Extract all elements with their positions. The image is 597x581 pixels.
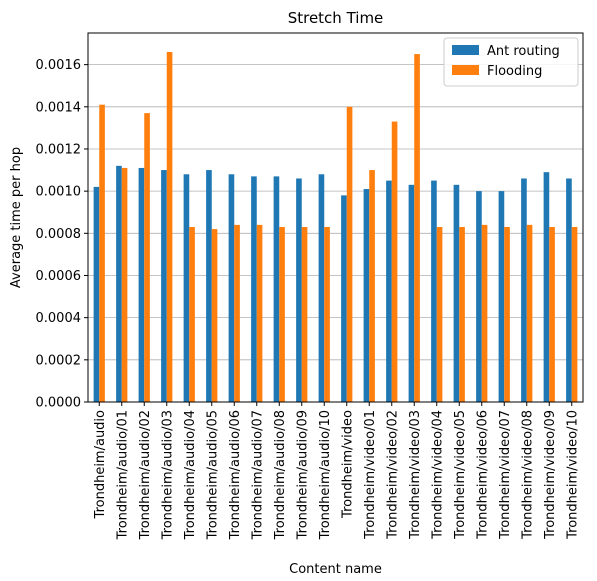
bar-ant-routing bbox=[296, 178, 302, 402]
y-tick-label: 0.0008 bbox=[36, 227, 82, 242]
x-tick-label: Trondheim/video/02 bbox=[385, 410, 400, 540]
bar-ant-routing bbox=[318, 174, 325, 402]
bar-ant-routing bbox=[206, 170, 212, 402]
bar-flooding bbox=[436, 226, 443, 402]
y-tick-label: 0.0010 bbox=[36, 185, 82, 200]
x-tick-label: Trondheim/video/10 bbox=[565, 410, 580, 540]
y-tick-label: 0.0012 bbox=[36, 142, 82, 157]
x-tick-label: Trondheim/video/09 bbox=[543, 410, 558, 540]
legend-label: Ant routing bbox=[487, 44, 560, 59]
bar-flooding bbox=[324, 226, 330, 402]
x-tick-label: Trondheim/audio bbox=[93, 410, 108, 519]
x-tick-label: Trondheim/audio/02 bbox=[138, 410, 153, 540]
x-tick-label: Trondheim/audio/05 bbox=[205, 410, 220, 540]
chart-title: Stretch Time bbox=[288, 9, 384, 27]
x-axis-ticks: Trondheim/audio Trondheim/audio/01 Trondhe… bbox=[93, 402, 580, 540]
y-tick-label: 0.0014 bbox=[36, 100, 82, 115]
y-axis-label: Average time per hop bbox=[9, 147, 24, 288]
bar-flooding bbox=[166, 51, 173, 402]
bar-ant-routing bbox=[251, 176, 257, 402]
bar-flooding bbox=[144, 113, 150, 402]
x-tick-label: Trondheim/video/04 bbox=[430, 410, 445, 540]
x-tick-label: Trondheim/video/01 bbox=[363, 410, 378, 540]
bar-flooding bbox=[504, 226, 510, 402]
y-tick-label: 0.0006 bbox=[36, 269, 82, 284]
bar-flooding bbox=[549, 226, 555, 402]
bar-flooding bbox=[121, 167, 128, 402]
bar-ant-routing bbox=[93, 186, 100, 402]
x-tick-label: Trondheim/audio/09 bbox=[295, 410, 310, 540]
bar-ant-routing bbox=[273, 176, 280, 402]
x-tick-label: Trondheim/audio/10 bbox=[318, 410, 333, 540]
x-tick-label: Trondheim/audio/03 bbox=[160, 410, 175, 540]
bar-ant-routing bbox=[138, 167, 145, 402]
bar-ant-routing bbox=[183, 174, 190, 402]
plot-frame bbox=[87, 32, 584, 403]
x-axis-label: Content name bbox=[289, 562, 382, 577]
bar-flooding bbox=[189, 226, 195, 402]
bar-flooding bbox=[414, 54, 420, 402]
bar-flooding bbox=[234, 224, 240, 402]
x-tick-label: Trondheim/video/06 bbox=[475, 410, 490, 540]
bar-flooding bbox=[571, 226, 578, 402]
bar-flooding bbox=[99, 104, 105, 402]
x-tick-label: Trondheim/video/05 bbox=[453, 410, 468, 540]
y-tick-label: 0.0000 bbox=[36, 396, 82, 411]
bar-flooding bbox=[346, 106, 353, 403]
legend: Ant routing Flooding bbox=[443, 37, 579, 87]
bar-ant-routing bbox=[386, 180, 392, 402]
legend-swatch bbox=[452, 45, 479, 55]
x-tick-label: Trondheim/audio/04 bbox=[183, 410, 198, 540]
x-tick-label: Trondheim/video bbox=[340, 410, 355, 519]
bar-ant-routing bbox=[498, 191, 505, 402]
bar-ant-routing bbox=[363, 189, 370, 402]
bar-ant-routing bbox=[566, 178, 572, 402]
bar-flooding bbox=[459, 226, 465, 402]
x-tick-label: Trondheim/video/03 bbox=[408, 410, 423, 540]
x-tick-label: Trondheim/audio/01 bbox=[115, 410, 130, 540]
bar-ant-routing bbox=[228, 174, 235, 402]
y-tick-label: 0.0004 bbox=[36, 311, 82, 326]
x-tick-label: Trondheim/audio/07 bbox=[250, 410, 265, 540]
bar-flooding bbox=[301, 226, 308, 402]
bar-ant-routing bbox=[431, 180, 437, 402]
bar-ant-routing bbox=[161, 170, 167, 402]
x-tick-label: Trondheim/audio/06 bbox=[228, 410, 243, 540]
bar-flooding bbox=[211, 229, 218, 402]
x-tick-label: Trondheim/video/07 bbox=[498, 410, 513, 540]
bar-ant-routing bbox=[116, 165, 122, 402]
bar-flooding bbox=[481, 224, 488, 402]
bar-flooding bbox=[369, 170, 375, 402]
y-tick-label: 0.0002 bbox=[36, 353, 82, 368]
y-axis-ticks: 0.0000 0.0002 0.0004 0.0006 0.0008 0.0010 0.00… bbox=[36, 58, 88, 411]
x-tick-label: Trondheim/video/08 bbox=[520, 410, 535, 540]
bars bbox=[93, 51, 578, 403]
bar-flooding bbox=[256, 224, 263, 402]
legend-swatch bbox=[452, 65, 479, 75]
legend-label: Flooding bbox=[487, 64, 542, 79]
x-tick-label: Trondheim/audio/08 bbox=[273, 410, 288, 540]
bar-flooding bbox=[279, 226, 285, 402]
bar-flooding bbox=[391, 121, 398, 402]
bar-ant-routing bbox=[453, 184, 460, 402]
bar-ant-routing bbox=[341, 195, 347, 402]
y-tick-label: 0.0016 bbox=[36, 58, 82, 73]
bar-flooding bbox=[526, 224, 533, 402]
bar-ant-routing bbox=[543, 172, 550, 402]
bar-ant-routing bbox=[476, 191, 482, 402]
bar-ant-routing bbox=[521, 178, 527, 402]
bar-ant-routing bbox=[408, 184, 415, 402]
